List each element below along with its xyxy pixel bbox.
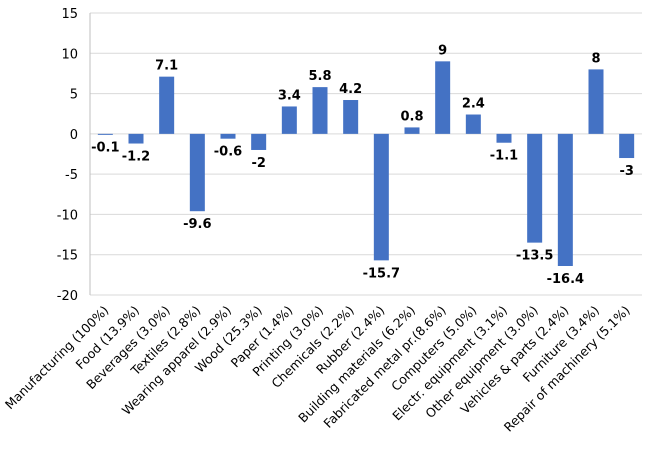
bar	[128, 133, 144, 144]
y-tick-label: -20	[57, 289, 78, 304]
data-label: 9	[438, 43, 447, 58]
y-tick-label: 5	[70, 88, 78, 103]
data-label: -16.4	[547, 272, 584, 287]
bar	[404, 127, 420, 134]
data-label: 4.2	[339, 82, 362, 97]
bar	[557, 133, 573, 266]
data-label: 3.4	[278, 88, 301, 103]
data-label: 8	[591, 51, 600, 66]
y-axis: 15 10 5 0 -5 -10 -15 -20	[57, 7, 91, 304]
bar	[527, 133, 543, 243]
bar	[435, 61, 451, 134]
bar	[159, 76, 175, 134]
data-label: 5.8	[308, 69, 331, 84]
y-tick-label: 15	[61, 7, 78, 22]
bars	[97, 61, 635, 266]
y-tick-label: 0	[70, 128, 78, 143]
data-label: 7.1	[155, 59, 178, 74]
data-label: -0.1	[91, 141, 119, 156]
bar	[373, 133, 389, 261]
bar	[343, 100, 359, 134]
data-label: -2	[251, 156, 265, 171]
bar	[220, 133, 236, 139]
data-label: 0.8	[400, 109, 423, 124]
y-tick-label: 10	[61, 47, 78, 62]
bar	[496, 133, 512, 143]
bar	[189, 133, 205, 212]
data-label: -1.1	[490, 149, 518, 164]
data-label: 2.4	[462, 97, 485, 112]
y-tick-label: -15	[57, 249, 78, 264]
y-tick-label: -10	[57, 208, 78, 223]
bar	[619, 133, 635, 159]
data-label: -3	[619, 164, 633, 179]
bar	[312, 87, 328, 134]
data-label: -15.7	[363, 266, 400, 281]
gridlines	[90, 12, 642, 296]
data-label: -13.5	[516, 249, 553, 264]
bar	[588, 69, 604, 134]
data-labels: -0.1-1.2 7.1 -9.6 -0.6 -2 3.4 5.8 4.2 -15.7 0.8 9 2…	[91, 43, 634, 287]
bar	[465, 114, 481, 134]
x-axis: Manufacturing (100%)Food (13.9%)Beverage…	[2, 303, 633, 435]
data-label: -9.6	[183, 217, 211, 232]
bar	[281, 106, 297, 134]
y-tick-label: -5	[65, 168, 78, 183]
bar	[97, 133, 113, 135]
data-label: -1.2	[122, 150, 150, 165]
bar	[251, 133, 267, 150]
data-label: -0.6	[214, 145, 242, 160]
